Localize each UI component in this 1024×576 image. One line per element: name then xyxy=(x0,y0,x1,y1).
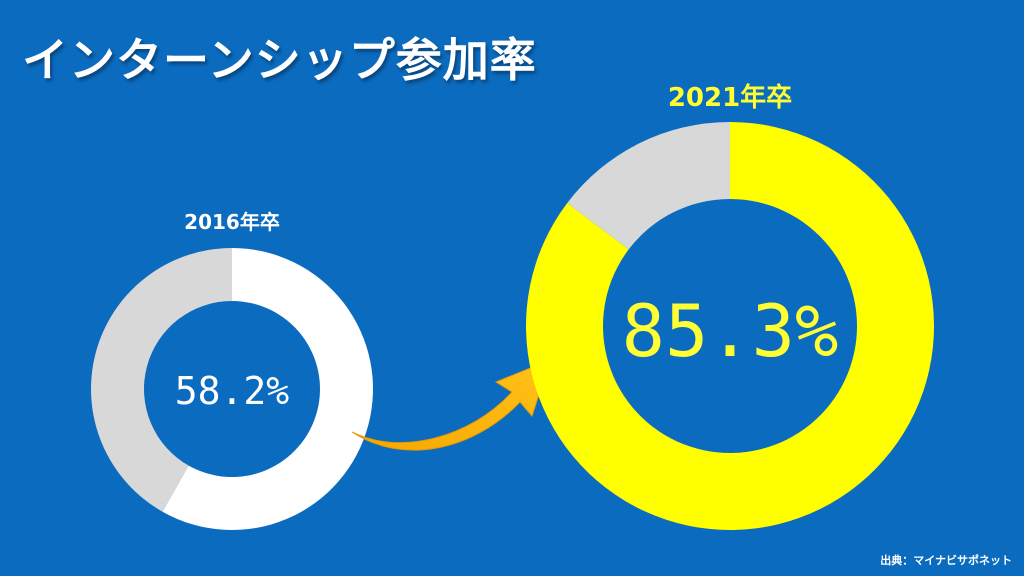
growth-arrow xyxy=(351,359,551,451)
source-note: 出典：マイナビサポネット xyxy=(880,554,1012,567)
donut-2016: 2016年卒 58.2% xyxy=(90,210,373,530)
slide-title: インターンシップ参加率 xyxy=(22,33,537,87)
donut-2021: 2021年卒 85.3% xyxy=(526,82,935,530)
donut-2021-value-label: 85.3% xyxy=(622,289,839,373)
donut-2021-value-slice xyxy=(526,122,935,530)
donut-2016-remainder-slice xyxy=(90,248,232,512)
donut-2021-remainder-slice xyxy=(567,121,730,250)
donut-2016-value-slice xyxy=(162,248,373,530)
donut-2016-title: 2016年卒 xyxy=(184,210,280,234)
donut-2016-value-label: 58.2% xyxy=(175,369,290,413)
donut-2021-title: 2021年卒 xyxy=(668,82,792,113)
